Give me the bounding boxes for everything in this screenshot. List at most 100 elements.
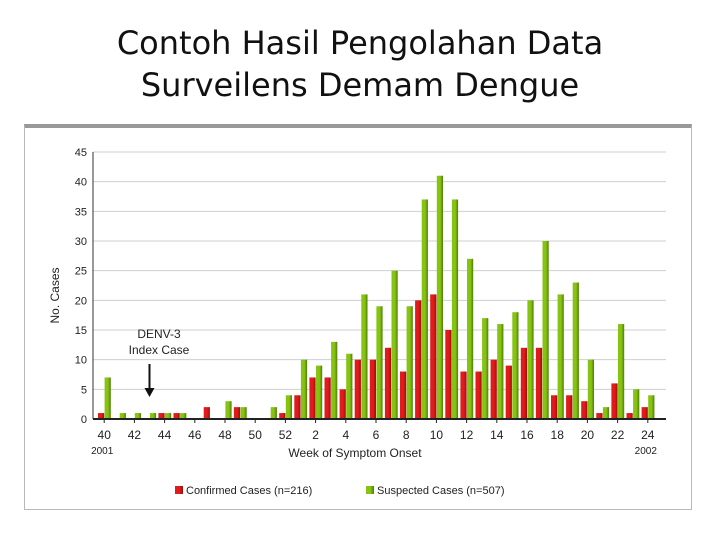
x-tick-label: 24 (641, 428, 655, 442)
legend-swatch-confirmed (175, 486, 183, 494)
suspected-bar-15 (512, 312, 519, 419)
suspected-bar-51 (270, 407, 277, 419)
x-tick-label: 2 (312, 428, 319, 442)
legend-swatch-suspected (366, 486, 374, 494)
confirmed-bar-11 (445, 330, 452, 419)
confirmed-bar-40 (98, 413, 105, 419)
x-tick-label: 48 (218, 428, 232, 442)
y-tick-label: 45 (75, 147, 87, 159)
legend-label-suspected: Suspected Cases (n=507) (377, 485, 505, 497)
suspected-bar-5 (361, 294, 368, 419)
confirmed-bar-6 (369, 359, 376, 419)
confirmed-bar-22 (611, 383, 618, 419)
x-tick-label: 16 (520, 428, 534, 442)
suspected-bar-21 (602, 407, 610, 419)
x-tick-label: 10 (430, 428, 444, 442)
x-tick-label: 18 (551, 428, 565, 442)
suspected-bar-45 (180, 413, 187, 419)
x-tick-label: 12 (460, 428, 474, 442)
annotation-line-1: DENV-3 (137, 327, 181, 341)
suspected-bar-17 (542, 241, 549, 419)
confirmed-bar-4 (339, 389, 346, 419)
confirmed-bar-17 (535, 347, 543, 419)
suspected-bar-12 (467, 258, 474, 419)
confirmed-bar-21 (596, 413, 603, 419)
suspected-bar-8 (406, 306, 413, 419)
suspected-bar-24 (648, 395, 655, 419)
annotation-line-2: Index Case (129, 343, 190, 357)
suspected-bar-14 (497, 324, 504, 419)
y-tick-label: 20 (75, 295, 87, 307)
confirmed-bar-44 (158, 413, 165, 419)
confirmed-bar-7 (384, 347, 392, 419)
axes (92, 152, 666, 423)
x-tick-label: 42 (128, 428, 142, 442)
suspected-bar-6 (376, 306, 383, 419)
x-tick-label: 4 (342, 428, 349, 442)
confirmed-bar-12 (460, 371, 467, 419)
y-tick-label: 40 (75, 177, 87, 189)
suspected-bar-1 (300, 359, 308, 419)
confirmed-bar-5 (354, 359, 361, 419)
year-label-start: 2001 (91, 446, 114, 457)
confirmed-bar-19 (566, 395, 573, 419)
x-tick-label: 46 (188, 428, 202, 442)
y-axis-title: No. Cases (48, 267, 62, 323)
slide-title: Contoh Hasil Pengolahan Data Surveilens … (0, 22, 720, 106)
suspected-bar-2 (316, 365, 323, 419)
suspected-bar-11 (451, 199, 459, 419)
x-tick-label: 20 (581, 428, 595, 442)
suspected-bar-52 (285, 395, 292, 419)
y-tick-label: 10 (75, 355, 87, 367)
y-tick-label: 15 (75, 325, 87, 337)
x-tick-label: 44 (158, 428, 172, 442)
y-tick-label: 30 (75, 236, 87, 248)
gridlines (93, 151, 666, 420)
confirmed-bar-15 (505, 365, 512, 419)
slide-title-line-2: Surveilens Demam Dengue (140, 66, 580, 104)
confirmed-bar-2 (309, 377, 316, 419)
suspected-bar-18 (557, 294, 564, 419)
suspected-bar-10 (436, 175, 443, 419)
confirmed-bar-47 (203, 407, 210, 419)
confirmed-bar-10 (430, 294, 437, 419)
confirmed-bar-20 (581, 401, 588, 419)
suspected-bar-44 (165, 413, 172, 419)
y-tick-label: 0 (81, 414, 87, 426)
x-tick-label: 52 (279, 428, 293, 442)
suspected-bar-20 (587, 359, 594, 419)
confirmed-bar-9 (415, 300, 422, 419)
chart-frame: 0 5 10 15 20 25 30 35 40 45 40 42 44 46 48 50 52 2 4 6 8 10 12… (24, 124, 692, 510)
confirmed-bar-49 (233, 407, 241, 419)
suspected-bar-16 (527, 300, 534, 419)
x-tick-label: 40 (98, 428, 112, 442)
suspected-bar-7 (391, 270, 398, 419)
suspected-bar-23 (633, 389, 640, 419)
confirmed-bar-45 (173, 413, 180, 419)
suspected-bar-19 (572, 282, 579, 419)
confirmed-bar-24 (641, 407, 648, 419)
confirmed-bar-52 (279, 413, 286, 419)
suspected-bar-43 (149, 413, 157, 419)
year-label-end: 2002 (635, 446, 658, 457)
x-tick-label: 8 (403, 428, 410, 442)
x-tick-label: 50 (249, 428, 263, 442)
x-tick-label: 14 (490, 428, 504, 442)
suspected-bar-42 (134, 413, 141, 419)
suspected-bar-22 (618, 324, 625, 419)
suspected-bar-4 (346, 353, 353, 419)
suspected-bar-9 (421, 199, 428, 419)
confirmed-bar-1 (294, 395, 301, 419)
suspected-bar-13 (482, 318, 489, 419)
confirmed-bar-13 (475, 371, 482, 419)
confirmed-bar-3 (324, 377, 331, 419)
annotation-arrow-head (144, 388, 155, 397)
suspected-bar-41 (119, 413, 126, 419)
suspected-bar-40 (104, 377, 111, 419)
confirmed-bar-18 (551, 395, 558, 419)
confirmed-bar-23 (626, 413, 633, 419)
y-tick-label: 5 (81, 384, 87, 396)
x-tick-label: 6 (373, 428, 380, 442)
